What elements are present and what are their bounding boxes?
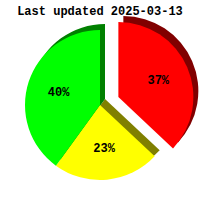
title: Last updated 2025-03-13	[17, 5, 183, 19]
data-label: 40%	[48, 86, 70, 100]
data-label: 23%	[93, 142, 115, 156]
slice	[25, 30, 100, 166]
slices	[25, 22, 193, 180]
data-labels: 37% 23% 40%	[48, 74, 170, 157]
data-label: 37%	[147, 74, 169, 88]
chart: Last updated 2025-03-13 37% 23% 40%	[0, 0, 200, 200]
slice	[118, 22, 193, 148]
